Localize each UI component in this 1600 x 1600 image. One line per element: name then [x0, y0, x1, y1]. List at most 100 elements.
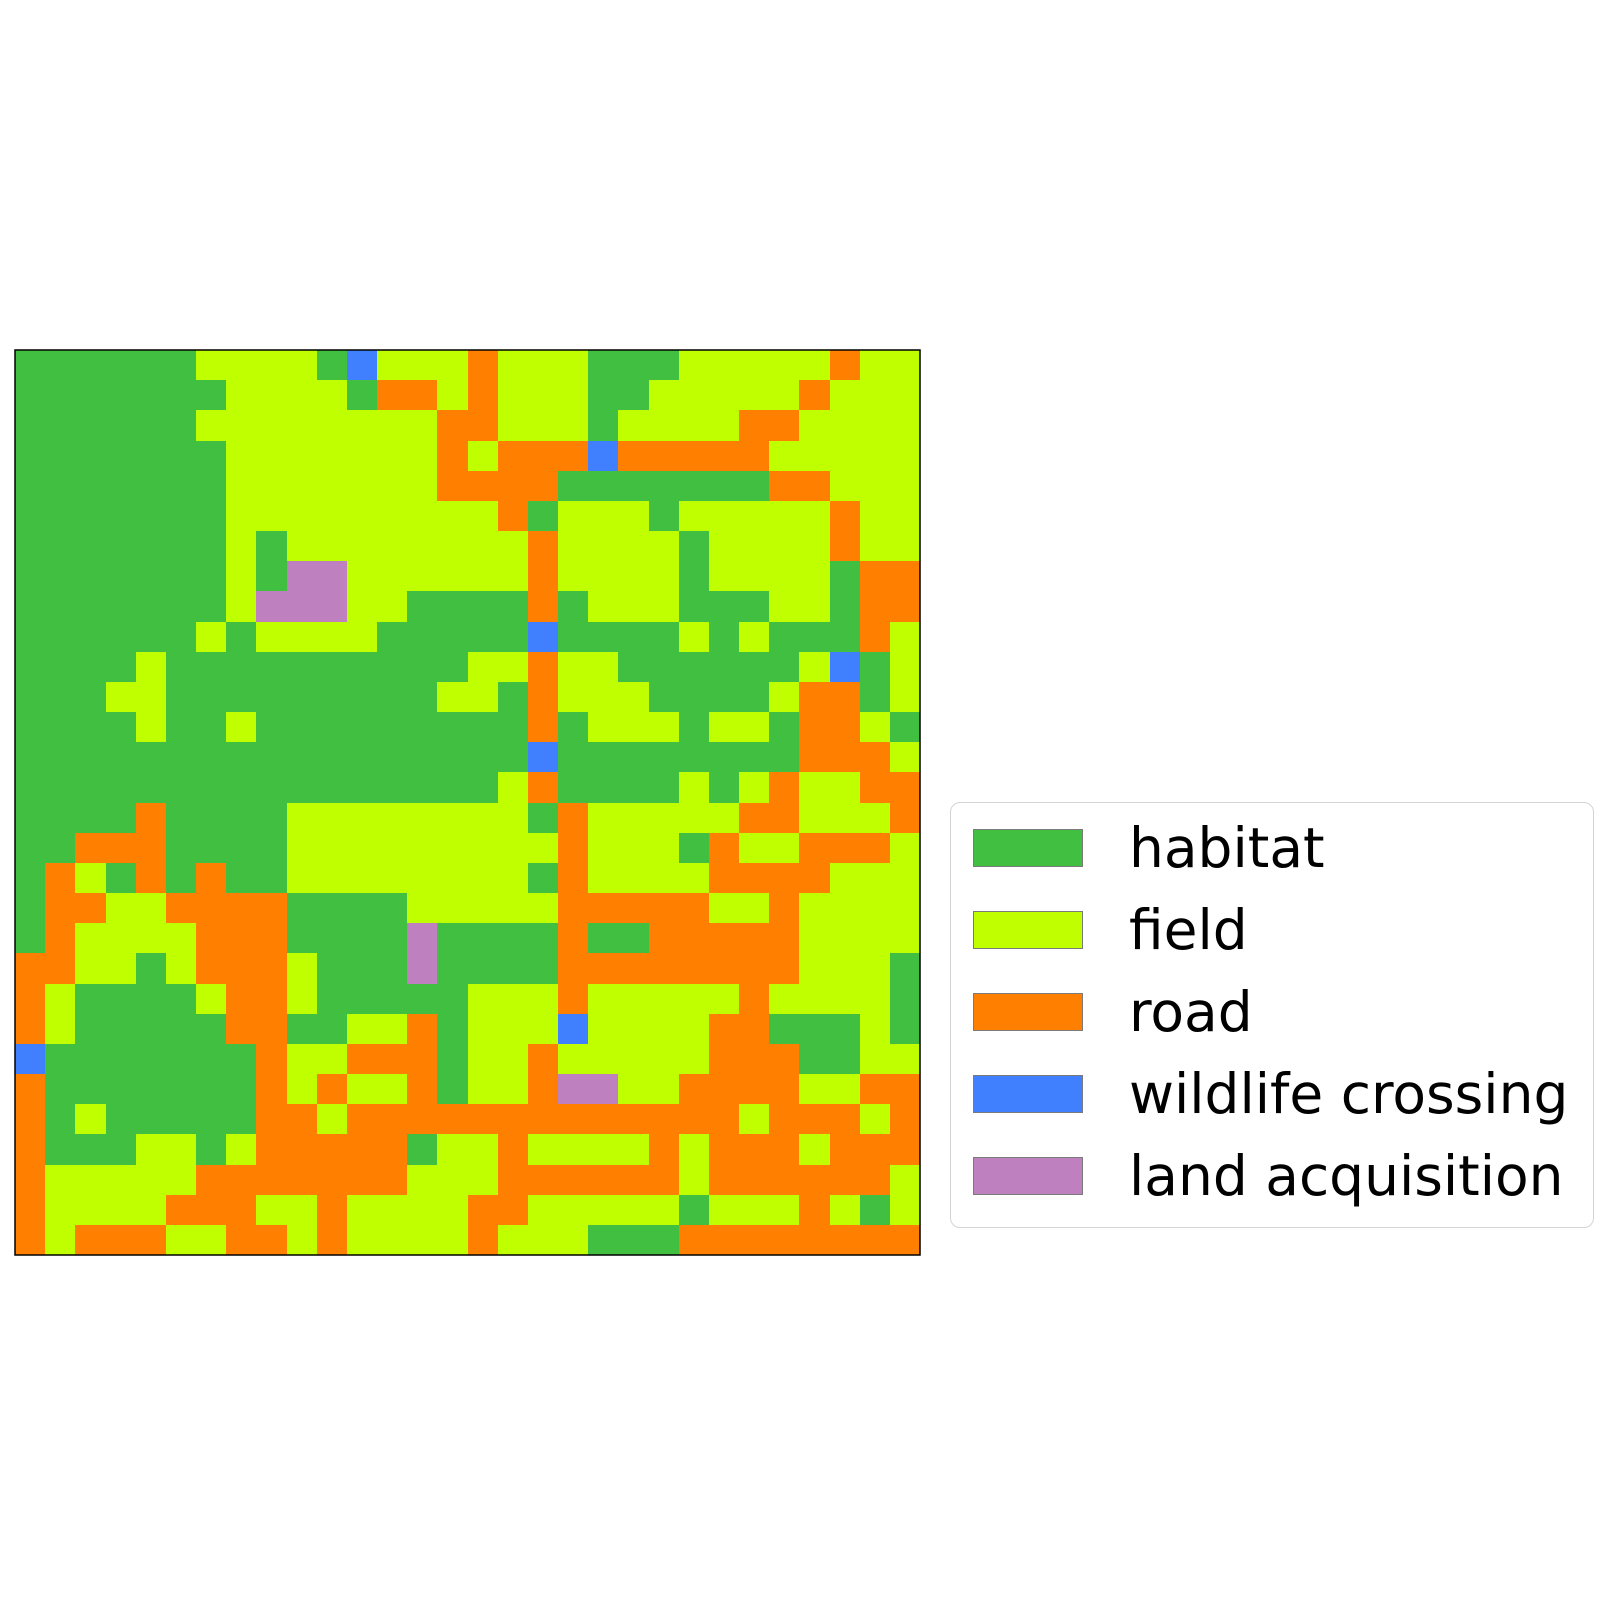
map-cell-habitat [136, 1074, 166, 1104]
map-cell-road [558, 1104, 588, 1134]
map-cell-wildlife-crossing [347, 350, 377, 380]
map-cell-field [136, 1165, 166, 1195]
map-cell-road [498, 1195, 528, 1225]
map-cell-habitat [75, 652, 106, 682]
map-cell-field [558, 1225, 588, 1255]
map-cell-habitat [649, 652, 679, 682]
map-cell-road [830, 501, 860, 531]
map-cell-habitat [136, 471, 166, 501]
map-cell-habitat [558, 742, 588, 772]
map-cell-road [528, 441, 558, 471]
map-cell-road [830, 742, 860, 772]
map-cell-road [106, 1225, 136, 1255]
map-cell-habitat [709, 591, 739, 622]
map-cell-field [860, 863, 890, 893]
map-cell-field [317, 1044, 347, 1074]
map-cell-field [769, 984, 799, 1014]
map-cell-habitat [45, 471, 75, 501]
map-cell-field [588, 1195, 618, 1225]
map-cell-habitat [407, 652, 437, 682]
map-cell-field [860, 410, 890, 441]
map-cell-field [287, 471, 317, 501]
map-cell-habitat [287, 1014, 317, 1044]
map-cell-habitat [166, 471, 196, 501]
map-cell-habitat [287, 712, 317, 742]
map-cell-field [256, 350, 287, 380]
map-cell-habitat [679, 833, 709, 863]
map-cell-road [347, 1044, 377, 1074]
map-cell-field [649, 833, 679, 863]
legend-item-habitat: habitat [951, 807, 1593, 889]
map-cell-habitat [287, 652, 317, 682]
map-cell-field [136, 1195, 166, 1225]
map-cell-land-acquisition [317, 561, 347, 591]
map-cell-field [890, 742, 920, 772]
map-cell-road [558, 893, 588, 923]
map-cell-habitat [196, 712, 226, 742]
map-cell-field [437, 1195, 468, 1225]
map-cell-road [679, 893, 709, 923]
map-cell-habitat [196, 1134, 226, 1165]
map-cell-habitat [256, 652, 287, 682]
map-cell-road [830, 1134, 860, 1165]
map-cell-field [558, 531, 588, 561]
legend-label-land-acquisition: land acquisition [1129, 1144, 1564, 1208]
map-cell-habitat [769, 712, 799, 742]
map-cell-field [618, 833, 649, 863]
map-cell-field [709, 984, 739, 1014]
map-cell-habitat [45, 652, 75, 682]
map-cell-habitat [45, 1134, 75, 1165]
map-cell-field [468, 863, 498, 893]
map-cell-habitat [136, 410, 166, 441]
map-cell-field [860, 471, 890, 501]
map-cell-habitat [15, 441, 45, 471]
map-cell-road [196, 863, 226, 893]
map-cell-habitat [166, 531, 196, 561]
map-cell-habitat [75, 803, 106, 833]
map-cell-field [287, 501, 317, 531]
map-cell-field [860, 984, 890, 1014]
map-cell-habitat [890, 953, 920, 984]
map-cell-field [468, 1014, 498, 1044]
map-cell-field [890, 501, 920, 531]
map-cell-road [15, 984, 45, 1014]
map-cell-field [588, 682, 618, 712]
map-cell-road [226, 1225, 256, 1255]
map-cell-field [407, 350, 437, 380]
map-cell-field [528, 350, 558, 380]
map-cell-habitat [15, 742, 45, 772]
map-cell-habitat [75, 501, 106, 531]
map-cell-habitat [287, 682, 317, 712]
map-cell-habitat [166, 591, 196, 622]
map-cell-road [377, 1044, 407, 1074]
map-cell-road [709, 863, 739, 893]
map-cell-habitat [468, 712, 498, 742]
map-cell-road [317, 1165, 347, 1195]
map-cell-habitat [166, 742, 196, 772]
map-cell-road [769, 863, 799, 893]
map-cell-road [407, 380, 437, 410]
map-cell-road [769, 1104, 799, 1134]
map-cell-field [226, 561, 256, 591]
map-cell-field [860, 441, 890, 471]
map-cell-field [649, 561, 679, 591]
map-cell-habitat [649, 350, 679, 380]
map-cell-habitat [830, 622, 860, 652]
map-cell-road [75, 833, 106, 863]
map-cell-road [347, 1104, 377, 1134]
map-cell-road [679, 441, 709, 471]
map-cell-road [769, 1225, 799, 1255]
map-cell-road [860, 561, 890, 591]
map-cell-road [498, 441, 528, 471]
map-cell-field [649, 1044, 679, 1074]
map-cell-habitat [226, 1074, 256, 1104]
map-cell-habitat [106, 410, 136, 441]
map-cell-habitat [136, 561, 166, 591]
map-cell-field [739, 561, 769, 591]
map-cell-habitat [558, 591, 588, 622]
map-cell-road [649, 923, 679, 953]
map-cell-habitat [166, 863, 196, 893]
map-cell-habitat [377, 742, 407, 772]
map-cell-road [799, 1165, 830, 1195]
map-cell-land-acquisition [256, 591, 287, 622]
